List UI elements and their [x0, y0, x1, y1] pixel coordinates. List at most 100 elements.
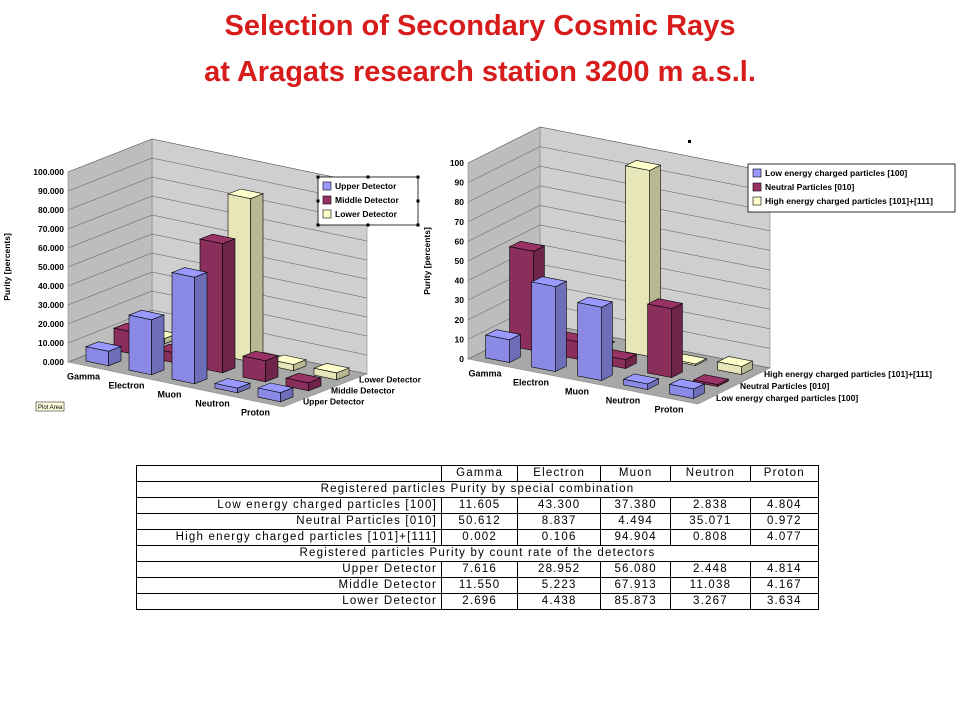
x-category-label: Muon — [565, 387, 589, 397]
column-header-proton: Proton — [749, 465, 820, 482]
table-row: Low energy charged particles [100] 11.60… — [136, 497, 820, 514]
y-tick-label: 70 — [455, 217, 465, 227]
table-header-row: Gamma Electron Muon Neutron Proton — [136, 465, 820, 482]
legend-swatch — [322, 209, 332, 219]
column-header-neutron: Neutron — [670, 465, 751, 482]
section-header-special-combination: Registered particles Purity by special c… — [136, 481, 819, 498]
plot-area-tooltip — [35, 401, 65, 412]
y-tick-label: 100.000 — [33, 167, 64, 177]
table-row: Neutral Particles [010] 50.612 8.837 4.4… — [136, 513, 820, 530]
bar — [531, 281, 556, 372]
x-category-label: Gamma — [468, 369, 502, 379]
legend-selection-handle — [366, 175, 370, 179]
plot-area-tooltip-label: Plot Area — [38, 405, 63, 411]
gridline — [67, 157, 368, 204]
table-cell: 4.438 — [517, 593, 602, 610]
table-cell: 3.267 — [670, 593, 751, 610]
bar — [577, 302, 602, 381]
table-cell: 7.616 — [440, 561, 519, 578]
table-cell: 2.838 — [670, 497, 751, 514]
legend-swatch — [752, 196, 762, 206]
table-cell: 4.167 — [749, 577, 820, 594]
table-cell: 11.605 — [440, 497, 519, 514]
table-row: Middle Detector 11.550 5.223 67.913 11.0… — [136, 577, 820, 594]
y-tick-label: 80.000 — [38, 205, 64, 215]
table-cell: 4.804 — [749, 497, 820, 514]
table-cell: 37.380 — [600, 497, 672, 514]
bar-side — [151, 314, 165, 376]
section-header-row: Registered particles Purity by special c… — [136, 481, 819, 498]
table-cell: 4.077 — [749, 529, 820, 546]
x-category-label: Neutron — [606, 396, 641, 406]
depth-axis-label: High energy charged particles [101]+[111… — [764, 369, 932, 379]
detector-purity-chart: 0.000 10.000 20.000 30.000 40.000 50.000 60.00… — [2, 138, 422, 418]
bar — [669, 384, 694, 399]
y-tick-label: 0.000 — [43, 357, 65, 367]
table-cell: 0.002 — [440, 529, 519, 546]
table-cell: 50.612 — [440, 513, 519, 530]
bar-side — [194, 271, 208, 385]
x-category-label: Electron — [513, 378, 549, 388]
table-cell: 11.038 — [670, 577, 751, 594]
table-cell: 5.223 — [517, 577, 602, 594]
row-label: Middle Detector — [136, 577, 442, 594]
table-row: High energy charged particles [101]+[111… — [136, 529, 820, 546]
bar — [128, 314, 152, 376]
legend-swatch — [322, 181, 332, 191]
bar-side — [555, 280, 567, 372]
y-tick-label: 50 — [455, 256, 465, 266]
bar-side — [250, 193, 264, 363]
legend-entry: Low energy charged particles [100] — [765, 168, 907, 178]
bar-side — [601, 301, 613, 381]
depth-axis-label: Neutral Particles [010] — [740, 381, 829, 391]
x-category-label: Proton — [241, 408, 270, 418]
legend-selection-handle — [316, 223, 320, 227]
table-cell: 2.448 — [670, 561, 751, 578]
bar — [717, 361, 742, 375]
table-cell: 28.952 — [517, 561, 602, 578]
table-cell: 0.808 — [670, 529, 751, 546]
x-category-label: Electron — [108, 381, 144, 391]
gridline — [67, 252, 368, 299]
table-cell: 0.972 — [749, 513, 820, 530]
row-label: Neutral Particles [010] — [136, 513, 442, 530]
particle-combination-purity-chart: 0 10 20 30 40 50 60 70 80 90 100 Purity [percents] G… — [422, 126, 956, 415]
legend-selection-handle — [416, 223, 420, 227]
y-tick-label: 20.000 — [38, 319, 64, 329]
table-cell: 35.071 — [670, 513, 751, 530]
section-header-row: Registered particles Purity by count rat… — [136, 545, 819, 562]
legend-swatch — [322, 195, 332, 205]
table-corner-cell — [136, 465, 442, 482]
bar — [485, 334, 510, 363]
gridline — [67, 195, 368, 242]
row-label: Low energy charged particles [100] — [136, 497, 442, 514]
slide-title-line-2: at Aragats research station 3200 m a.s.l… — [204, 56, 756, 88]
y-tick-label: 80 — [455, 197, 465, 207]
table-cell: 4.814 — [749, 561, 820, 578]
x-category-label: Proton — [655, 405, 684, 415]
table-cell: 94.904 — [600, 529, 672, 546]
x-category-label: Neutron — [195, 399, 230, 409]
legend-selection-handle — [316, 175, 320, 179]
y-tick-label: 30 — [455, 295, 465, 305]
table-cell: 56.080 — [600, 561, 672, 578]
bar — [509, 246, 534, 351]
y-tick-label: 70.000 — [38, 224, 64, 234]
gridline — [67, 176, 368, 223]
gridline — [67, 309, 368, 356]
bar — [693, 379, 718, 387]
legend-entry: Lower Detector — [335, 209, 398, 219]
legend-swatch — [752, 168, 762, 178]
table-cell: 43.300 — [517, 497, 602, 514]
bar-side — [222, 238, 236, 374]
legend-entry: Neutral Particles [010] — [765, 182, 854, 192]
legend-selection-handle — [316, 199, 320, 203]
gridline — [67, 138, 368, 185]
y-tick-label: 30.000 — [38, 300, 64, 310]
column-header-muon: Muon — [600, 465, 672, 482]
depth-axis-label: Low energy charged particles [100] — [716, 393, 858, 403]
legend-selection-handle — [416, 199, 420, 203]
gridline — [467, 165, 771, 212]
depth-axis-label: Upper Detector — [303, 397, 365, 407]
section-header-count-rate: Registered particles Purity by count rat… — [136, 545, 819, 562]
